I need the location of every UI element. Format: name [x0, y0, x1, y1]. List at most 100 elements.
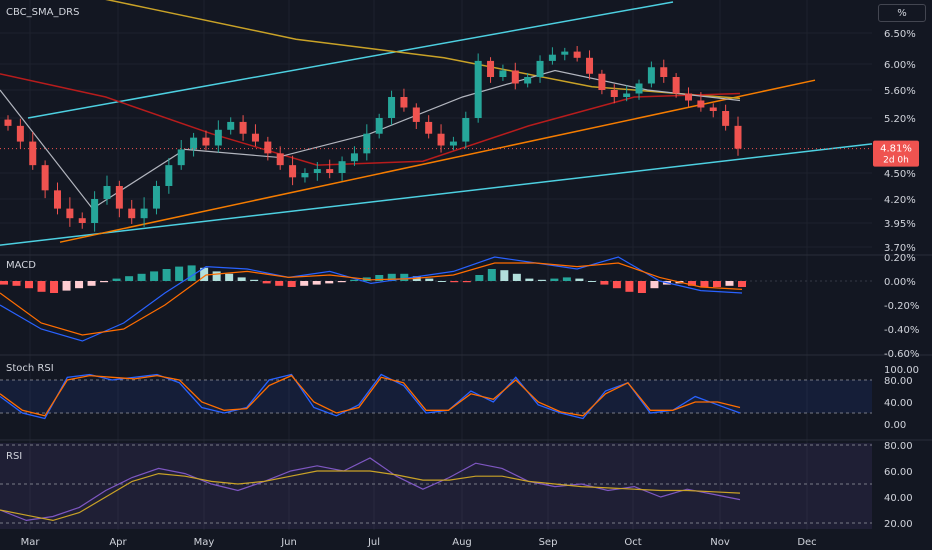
macd-histogram-bar	[25, 281, 34, 289]
stoch-band-fill	[0, 380, 872, 413]
macd-histogram-bar	[425, 278, 434, 281]
channel-lower-line	[0, 143, 873, 246]
candle-body	[363, 133, 371, 154]
candle-body	[734, 125, 742, 149]
macd-tick-label: 0.20%	[884, 253, 916, 264]
candle-body	[425, 121, 433, 134]
macd-histogram-bar	[150, 271, 159, 281]
macd-histogram-bar	[725, 281, 734, 286]
macd-histogram-bar	[637, 281, 646, 293]
macd-histogram-bar	[587, 281, 596, 282]
candle-body	[53, 190, 61, 209]
macd-histogram-bar	[300, 281, 309, 286]
macd-histogram-bar	[162, 269, 171, 281]
macd-histogram-bar	[75, 281, 84, 289]
macd-histogram-bar	[50, 281, 59, 293]
x-tick-label: Aug	[452, 537, 472, 548]
macd-histogram-bar	[450, 281, 459, 283]
macd-histogram-bar	[262, 281, 271, 284]
macd-histogram-bar	[562, 277, 571, 281]
candle-body	[412, 107, 420, 122]
candle-body	[190, 137, 198, 150]
candle-body	[239, 121, 247, 134]
macd-tick-label: 0.00%	[884, 277, 916, 288]
macd-histogram-bar	[312, 281, 321, 285]
candle-body	[610, 90, 618, 97]
macd-histogram-bar	[250, 279, 259, 281]
macd-histogram-bar	[275, 281, 284, 286]
x-tick-label: Apr	[109, 537, 127, 548]
candle-body	[276, 153, 284, 166]
candle-body	[66, 208, 74, 219]
macd-histogram-bar	[462, 281, 471, 283]
macd-histogram-bar	[287, 281, 296, 287]
candle-body	[536, 60, 544, 77]
macd-line	[0, 256, 743, 342]
macd-histogram-bar	[37, 281, 46, 292]
macd-histogram-bar	[687, 281, 696, 286]
stoch-tick-label: 100.00	[884, 365, 919, 376]
macd-histogram-bar	[437, 281, 446, 282]
candle-body	[227, 121, 235, 130]
macd-histogram-bar	[487, 269, 496, 281]
candle-body	[350, 153, 358, 162]
candle-body	[41, 165, 49, 191]
candle-body	[338, 161, 346, 173]
macd-tick-label: -0.40%	[884, 325, 919, 336]
candle-body	[115, 186, 123, 209]
macd-histogram-bar	[187, 265, 196, 281]
macd-histogram-bar	[537, 279, 546, 281]
price-tick-label: 4.50%	[884, 169, 916, 180]
candle-body	[4, 119, 12, 126]
macd-histogram-bar	[350, 279, 359, 281]
macd-histogram-bar	[475, 275, 484, 281]
candle-body	[511, 70, 519, 84]
candle-body	[449, 141, 457, 146]
price-tick-label: 6.00%	[884, 60, 916, 71]
macd-histogram-bar	[200, 267, 209, 281]
rsi-band-fill	[0, 443, 872, 529]
signal-line	[0, 262, 743, 336]
candle-body	[573, 51, 581, 58]
rsi-tick-label: 20.00	[884, 519, 913, 530]
percent-scale-button[interactable]: %	[878, 4, 926, 22]
candle-body	[660, 67, 668, 77]
macd-histogram-bar	[700, 281, 709, 287]
candle-body	[165, 165, 173, 186]
macd-histogram-bar	[500, 270, 509, 281]
candle-body	[697, 100, 705, 108]
macd-histogram-bar	[600, 281, 609, 285]
stoch-tick-label: 40.00	[884, 398, 913, 409]
rsi-ma-line	[0, 470, 741, 522]
candle-body	[177, 149, 185, 166]
x-tick-label: Dec	[797, 537, 816, 548]
candle-body	[709, 107, 717, 111]
candle-body	[685, 93, 693, 101]
stoch-tick-label: 0.00	[884, 420, 906, 431]
grey-sma-line	[0, 69, 741, 210]
candle-body	[78, 218, 86, 223]
candle-body	[672, 77, 680, 94]
macd-histogram-bar	[237, 277, 246, 281]
candle-body	[400, 97, 408, 108]
x-tick-label: Oct	[624, 537, 641, 548]
yellow-sma-line	[105, 0, 741, 100]
candle-body	[91, 199, 99, 223]
macd-histogram-bar	[512, 273, 521, 281]
macd-histogram-bar	[175, 266, 184, 281]
countdown-label: 2d 0h	[883, 156, 909, 166]
macd-tick-label: -0.20%	[884, 301, 919, 312]
price-tick-label: 4.20%	[884, 195, 916, 206]
candle-body	[647, 67, 655, 84]
macd-histogram-bar	[225, 273, 234, 281]
macd-title: MACD	[6, 260, 36, 271]
macd-histogram-bar	[375, 275, 384, 281]
candle-body	[474, 60, 482, 118]
macd-histogram-bar	[100, 281, 109, 283]
candle-body	[264, 141, 272, 154]
candle-body	[499, 70, 507, 77]
candle-body	[214, 129, 222, 146]
stoch-tick-label: 80.00	[884, 376, 913, 387]
rsi-tick-label: 40.00	[884, 493, 913, 504]
